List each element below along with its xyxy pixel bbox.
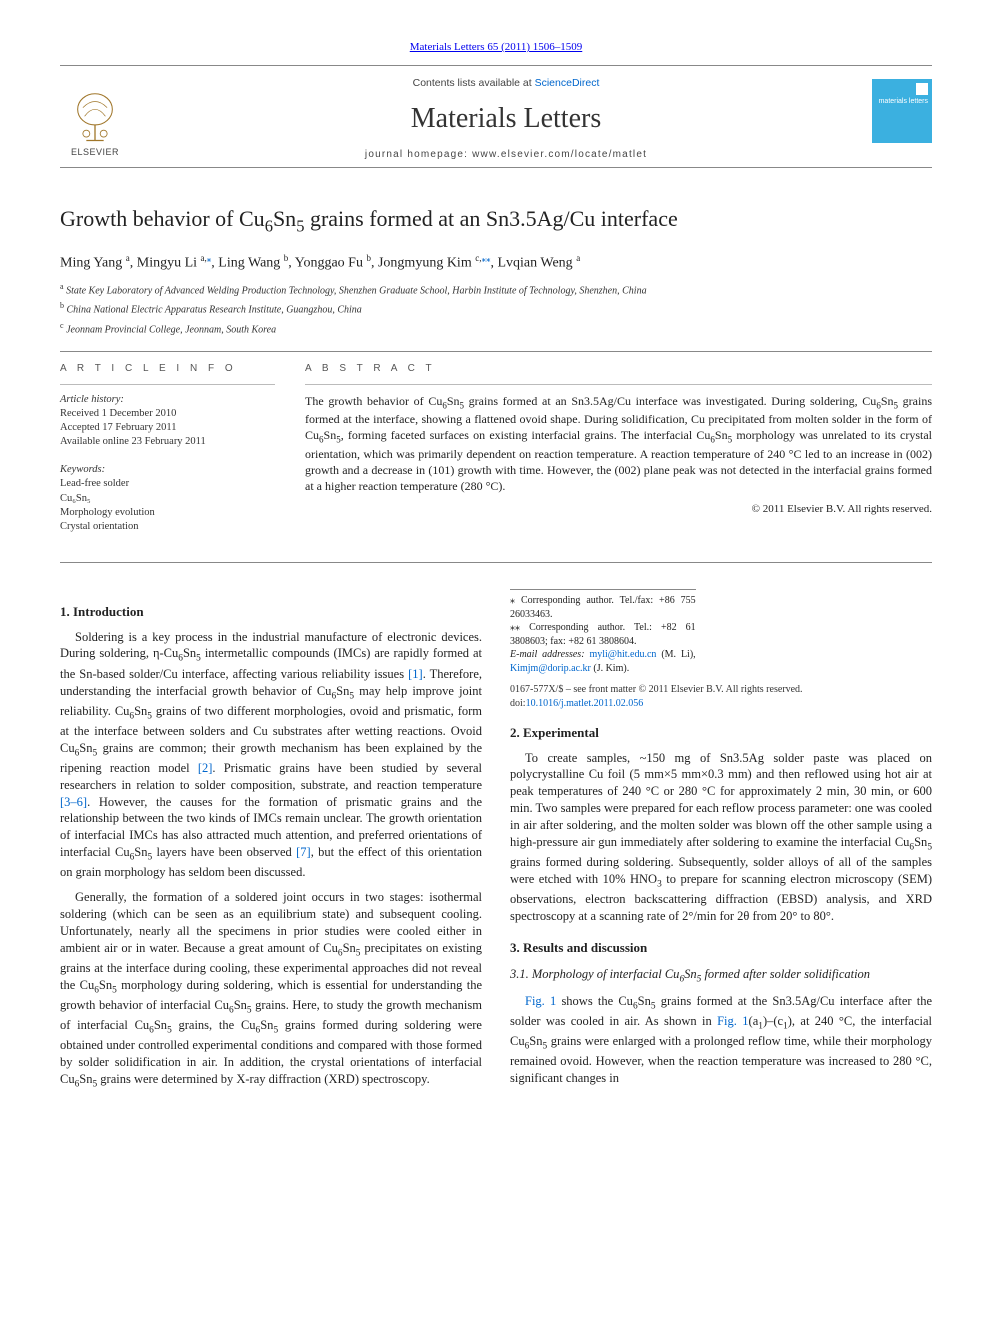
email-link-1[interactable]: myli@hit.edu.cn [589,649,656,660]
keywords-block: Keywords: Lead-free solderCu₆Sn₅Morpholo… [60,463,275,534]
publisher-name: ELSEVIER [71,146,119,158]
footnote-corr2: ⁎⁎ Corresponding author. Tel.: +82 61 38… [510,621,696,648]
footer-doi: doi:10.1016/j.matlet.2011.02.056 [510,697,932,711]
citation-top: Materials Letters 65 (2011) 1506–1509 [60,40,932,55]
contents-prefix: Contents lists available at [413,77,535,89]
article-info-heading: A R T I C L E I N F O [60,362,275,376]
footer-line-1: 0167-577X/$ – see front matter © 2011 El… [510,683,932,697]
elsevier-tree-icon [69,90,121,146]
history-label: Article history: [60,393,275,407]
history-line: Accepted 17 February 2011 [60,421,275,435]
affiliation: c Jeonnam Provincial College, Jeonnam, S… [60,321,932,337]
article-info-col: A R T I C L E I N F O Article history: R… [60,362,275,548]
article-history: Article history: Received 1 December 201… [60,393,275,450]
publisher-logo: ELSEVIER [60,79,130,159]
abstract-copyright: © 2011 Elsevier B.V. All rights reserved… [305,502,932,517]
cover-label: materials letters [876,97,928,106]
affiliations: a State Key Laboratory of Advanced Weldi… [60,282,932,337]
rule-2 [60,562,932,563]
contents-available-line: Contents lists available at ScienceDirec… [140,76,872,90]
abstract-col: A B S T R A C T The growth behavior of C… [305,362,932,548]
keywords-label: Keywords: [60,463,275,477]
rule [60,351,932,352]
intro-heading: 1. Introduction [60,603,482,621]
journal-cover-thumb: materials letters [872,79,932,159]
experimental-heading: 2. Experimental [510,724,932,742]
corresponding-footnotes: ⁎ Corresponding author. Tel./fax: +86 75… [510,589,696,675]
experimental-para-1: To create samples, ~150 mg of Sn3.5Ag so… [510,750,932,925]
sec-3-1-para-1: Fig. 1 shows the Cu6Sn5 grains formed at… [510,993,932,1087]
header-center: Contents lists available at ScienceDirec… [140,72,872,165]
journal-homepage: journal homepage: www.elsevier.com/locat… [140,148,872,162]
intro-para-1: Soldering is a key process in the indust… [60,629,482,882]
info-abstract-row: A R T I C L E I N F O Article history: R… [60,362,932,548]
journal-header: ELSEVIER Contents lists available at Sci… [60,65,932,168]
citation-link[interactable]: Materials Letters 65 (2011) 1506–1509 [410,41,583,53]
abstract-heading: A B S T R A C T [305,362,932,376]
history-line: Received 1 December 2010 [60,407,275,421]
article-title: Growth behavior of Cu6Sn5 grains formed … [60,204,932,238]
sec-3-1-heading: 3.1. Morphology of interfacial Cu6Sn5 fo… [510,966,932,986]
journal-name: Materials Letters [140,100,872,138]
email-link-2[interactable]: Kimjm@dorip.ac.kr [510,663,591,674]
keyword: Cu₆Sn₅ [60,492,275,506]
keyword: Crystal orientation [60,520,275,534]
keyword: Lead-free solder [60,477,275,491]
emails-label: E-mail addresses: [510,649,589,660]
affiliation: b China National Electric Apparatus Rese… [60,301,932,317]
doi-link[interactable]: 10.1016/j.matlet.2011.02.056 [526,698,644,709]
cover-icon [916,83,928,95]
intro-para-2: Generally, the formation of a soldered j… [60,889,482,1091]
email-who-2: (J. Kim). [591,663,629,674]
affiliation: a State Key Laboratory of Advanced Weldi… [60,282,932,298]
keyword: Morphology evolution [60,506,275,520]
body-text: 1. Introduction Soldering is a key proce… [60,589,932,1100]
results-heading: 3. Results and discussion [510,939,932,957]
abstract-text: The growth behavior of Cu6Sn5 grains for… [305,393,932,495]
email-who-1: (M. Li), [656,649,695,660]
footnote-emails: E-mail addresses: myli@hit.edu.cn (M. Li… [510,648,696,675]
author-list: Ming Yang a, Mingyu Li a,⁎, Ling Wang b,… [60,252,932,274]
footnote-corr1: ⁎ Corresponding author. Tel./fax: +86 75… [510,594,696,621]
footer-meta: 0167-577X/$ – see front matter © 2011 El… [510,683,932,710]
sciencedirect-link[interactable]: ScienceDirect [535,77,600,89]
history-line: Available online 23 February 2011 [60,435,275,449]
